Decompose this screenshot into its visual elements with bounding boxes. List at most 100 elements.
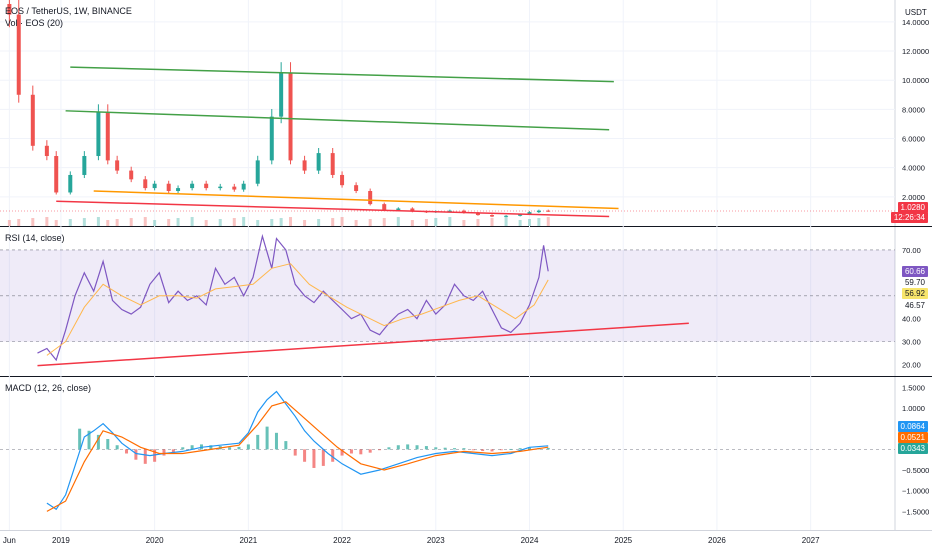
candle-body [546,210,551,212]
red-support-line [56,200,610,218]
volume-bar [45,217,49,226]
volume-bar [368,219,372,226]
macd-histogram-bar [443,447,447,450]
candle-body [382,204,387,210]
macd-histogram-bar [453,448,457,450]
histogram-value-badge: 0.0343 [897,443,928,454]
volume-label: Vol · EOS (20) [5,18,64,28]
volume-bar [537,218,541,226]
volume-bar [396,217,400,226]
macd-histogram-bar [349,449,353,454]
rsi-ma-line [46,263,549,356]
currency-label: USDT [905,8,927,17]
macd-histogram-bar [368,449,372,453]
rsi-label: RSI (14, close) [5,233,65,243]
volume-bar [190,217,194,226]
volume-bar [476,219,480,226]
rsi-line [37,233,549,362]
volume-bar [424,219,428,226]
macd-histogram-bar [490,449,494,452]
middle-green-line [65,110,610,131]
upper-green-line [70,66,614,83]
macd-histogram-bar [499,449,503,451]
rsi-value-badge: 60.66 [901,266,928,277]
volume-bar [129,218,133,226]
volume-bar [504,217,508,226]
macd-histogram-bar [284,441,288,450]
macd-histogram-bar [387,447,391,450]
price-tick-label: 2.0000 [902,193,925,202]
macd-histogram-bar [190,445,194,450]
rsi-lower-label: 46.57 [904,301,925,310]
candle-body [447,210,452,212]
candle-body [44,145,49,157]
candle-body [54,156,59,193]
macd-histogram-bar [96,434,100,450]
candle-body [218,186,223,189]
volume-bar [242,217,246,226]
volume-bar [153,220,157,226]
rsi-tick-label: 30.00 [902,338,921,347]
volume-bar [232,218,236,226]
rsi-level-label: 59.70 [904,278,925,287]
candle-body [330,153,335,175]
macd-histogram-bar [359,449,363,455]
macd-histogram-bar [406,444,410,450]
macd-value-badge: 0.0864 [897,421,928,432]
macd-histogram-bar [78,428,82,450]
macd-histogram-bar [265,426,269,450]
macd-histogram-bar [424,446,428,450]
macd-histogram-bar [256,434,260,450]
volume-bar [167,219,171,226]
candle-body [354,185,359,192]
candle-body [518,214,523,216]
macd-histogram-bar [181,447,185,450]
candle-body [166,183,171,192]
time-tick-label: 2024 [521,536,539,545]
candle-body [302,160,307,171]
candle-body [204,183,209,189]
volume-bar [448,217,452,226]
candle-body [143,179,148,189]
macd-histogram-bar [396,445,400,450]
volume-bar [410,220,414,226]
candle-body [475,212,480,216]
macd-histogram-bar [321,449,325,466]
volume-bar [354,220,358,226]
volume-bar [256,220,260,226]
macd-histogram-bar [518,448,522,450]
symbol-title: EOS / TetherUS, 1W, BINANCE [5,6,132,16]
time-tick-label: Jun [3,536,16,545]
time-tick-label: 2025 [614,536,632,545]
volume-bar [490,218,494,226]
price-tick-label: 6.0000 [902,135,925,144]
volume-bar [115,219,119,226]
time-tick-label: 2027 [802,536,820,545]
time-tick-label: 2021 [239,536,257,545]
macd-histogram-bar [125,449,129,454]
candle-body [129,170,134,180]
macd-histogram-bar [471,449,475,451]
volume-bar [434,218,438,226]
candle-body [241,183,246,190]
candle-body [152,183,157,189]
candle-body [396,208,401,210]
candle-body [82,156,87,175]
macd-tick-label: −1.5000 [902,507,929,516]
candle-body [232,186,237,190]
candle-body [490,215,495,217]
volume-bar [331,218,335,226]
macd-histogram-bar [546,447,550,450]
last-price-badge: 1.0280 [897,202,928,213]
macd-histogram-bar [153,449,157,462]
rsi-tick-label: 40.00 [902,315,921,324]
macd-histogram-bar [340,449,344,456]
macd-tick-label: 1.0000 [902,404,925,413]
macd-histogram-bar [209,445,213,450]
volume-bar [462,220,466,226]
candle-body [340,174,345,186]
candle-body [7,4,12,15]
macd-histogram-bar [415,445,419,450]
